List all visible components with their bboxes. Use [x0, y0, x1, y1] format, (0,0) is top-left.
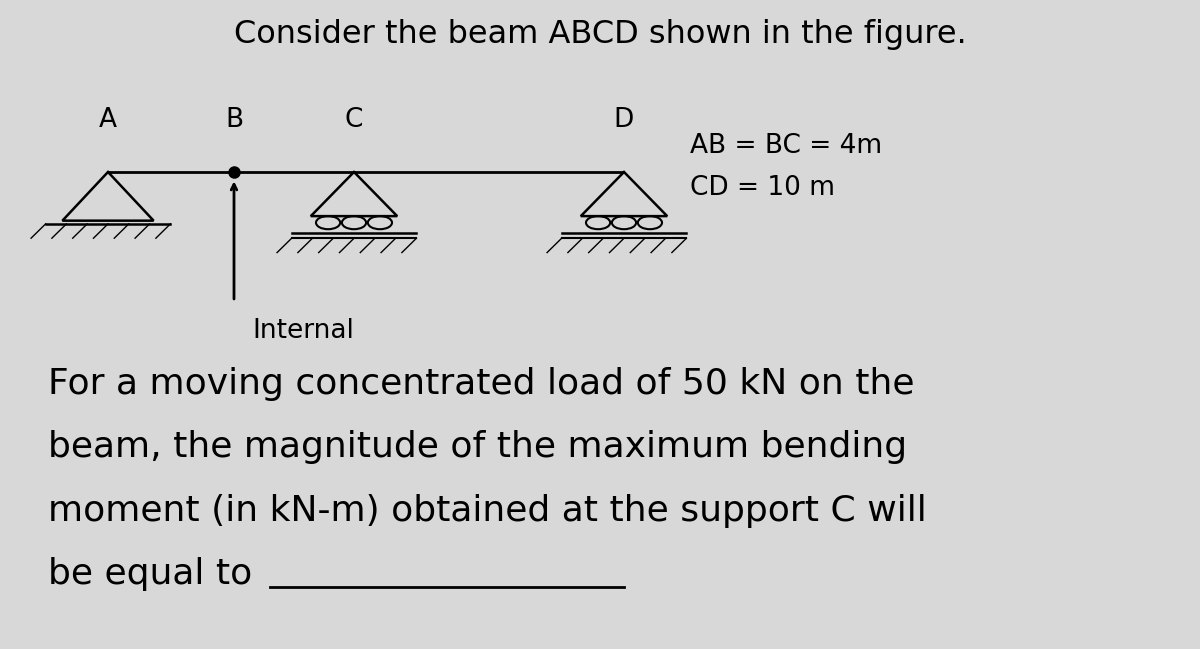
- Text: moment (in kN-m) obtained at the support C will: moment (in kN-m) obtained at the support…: [48, 494, 926, 528]
- Text: Consider the beam ABCD shown in the figure.: Consider the beam ABCD shown in the figu…: [234, 19, 966, 51]
- Text: C: C: [344, 107, 364, 133]
- Text: For a moving concentrated load of 50 kN on the: For a moving concentrated load of 50 kN …: [48, 367, 914, 400]
- Text: CD = 10 m: CD = 10 m: [690, 175, 835, 201]
- Text: B: B: [224, 107, 244, 133]
- Text: A: A: [98, 107, 118, 133]
- Text: beam, the magnitude of the maximum bending: beam, the magnitude of the maximum bendi…: [48, 430, 907, 464]
- Text: Internal: Internal: [252, 318, 354, 344]
- Text: AB = BC = 4m: AB = BC = 4m: [690, 133, 882, 159]
- Text: D: D: [614, 107, 634, 133]
- Text: be equal to: be equal to: [48, 557, 252, 591]
